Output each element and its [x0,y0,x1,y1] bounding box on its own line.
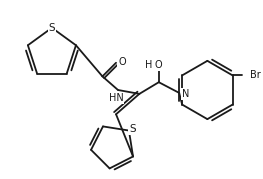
Text: H: H [145,60,153,70]
Text: HN: HN [109,93,123,103]
Text: O: O [118,57,126,67]
Text: N: N [182,89,189,99]
Text: Br: Br [250,70,261,80]
Text: O: O [154,60,162,70]
Text: S: S [129,124,136,134]
Text: S: S [49,23,55,33]
